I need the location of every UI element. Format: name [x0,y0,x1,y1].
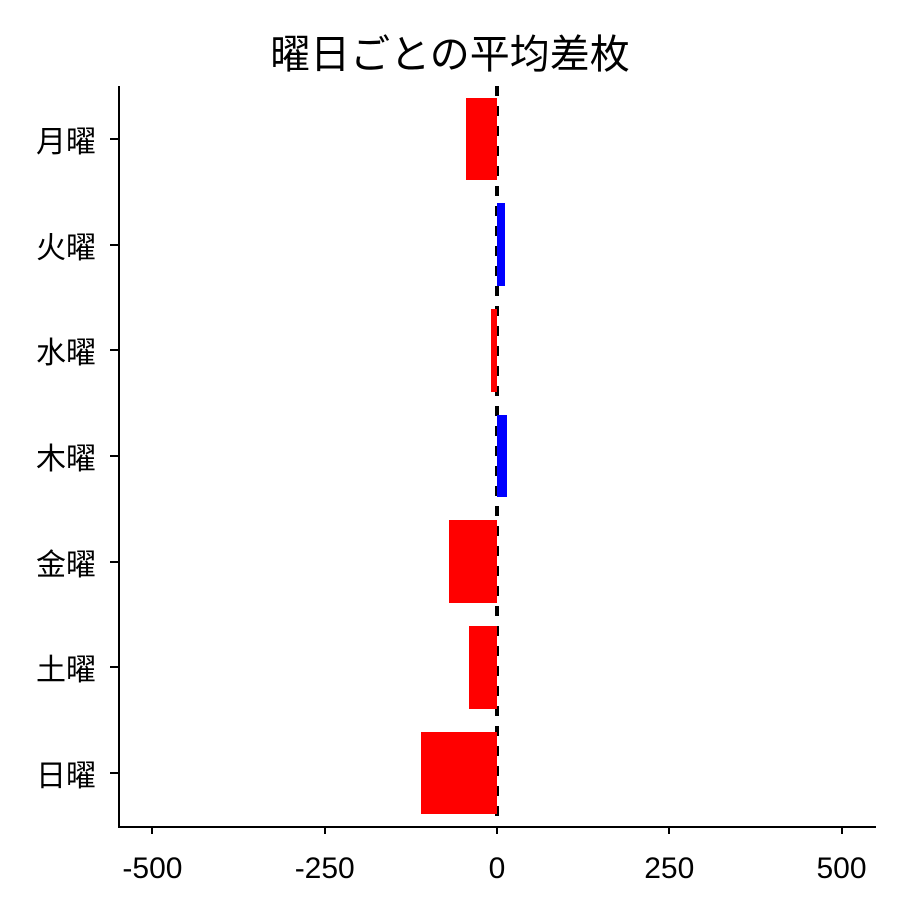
y-tick-label: 土曜 [36,645,96,689]
y-axis-spine [118,86,120,826]
bar-水曜 [491,309,497,391]
y-tick-label: 木曜 [36,434,96,478]
chart-container: 曜日ごとの平均差枚 月曜火曜水曜木曜金曜土曜日曜 -500 -250 0 250 500 [0,0,900,900]
y-tick-mark [110,455,118,457]
x-tick-mark [151,826,153,834]
x-tick-mark [841,826,843,834]
y-tick-label: 月曜 [36,117,96,161]
y-tick-mark [110,666,118,668]
plot-area [118,86,876,826]
bar-月曜 [466,98,497,180]
y-tick-mark [110,561,118,563]
y-tick-label: 火曜 [36,223,96,267]
x-tick-label: 0 [489,852,506,886]
bar-土曜 [469,626,497,708]
x-tick-label: -500 [122,852,182,886]
x-tick-mark [668,826,670,834]
y-tick-label: 金曜 [36,540,96,584]
y-tick-mark [110,244,118,246]
x-tick-label: 250 [644,852,694,886]
chart-title: 曜日ごとの平均差枚 [0,22,900,80]
y-tick-mark [110,349,118,351]
x-tick-label: -250 [295,852,355,886]
y-tick-mark [110,138,118,140]
x-tick-label: 500 [817,852,867,886]
x-tick-mark [324,826,326,834]
bar-金曜 [449,520,497,602]
bar-木曜 [497,415,507,497]
y-tick-label: 水曜 [36,328,96,372]
x-tick-mark [496,826,498,834]
y-tick-mark [110,772,118,774]
bar-日曜 [421,732,497,814]
y-tick-label: 日曜 [36,751,96,795]
bar-火曜 [497,203,505,285]
